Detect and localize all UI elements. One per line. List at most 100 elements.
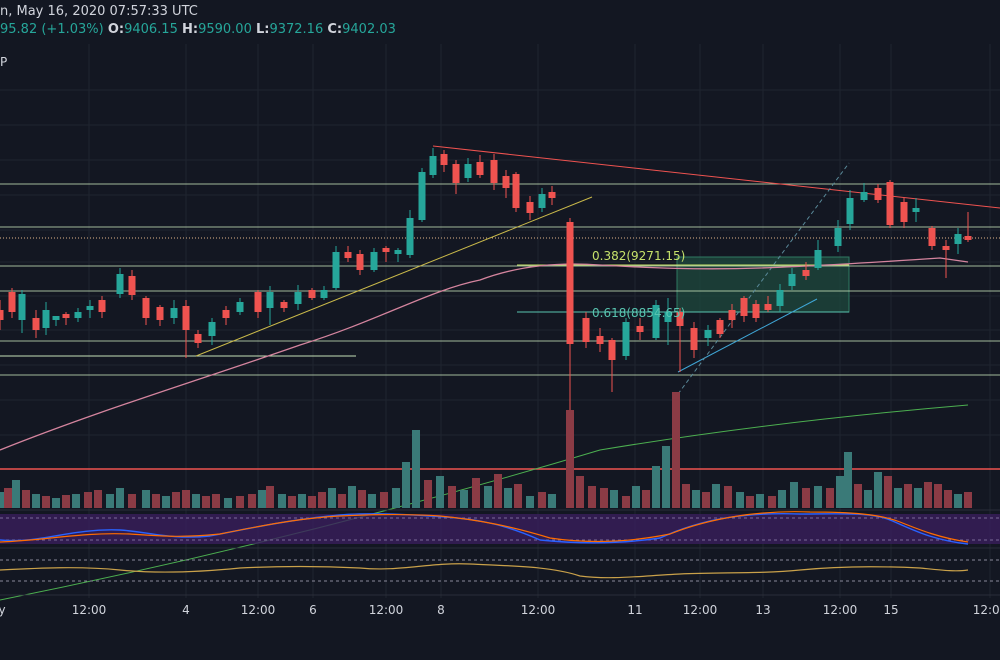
candle-body	[652, 305, 660, 338]
volume-bar	[162, 496, 170, 508]
volume-bar	[610, 490, 618, 508]
volume-bar	[884, 476, 892, 508]
time-axis-label: 12:00	[368, 603, 404, 617]
time-axis-label: 11	[627, 603, 643, 617]
candle-body	[356, 254, 364, 270]
candle-body	[429, 156, 437, 175]
candle-body	[98, 300, 106, 312]
candle-body	[418, 172, 426, 220]
ohlc-values: 95.82 (+1.03%) O:9406.15 H:9590.00 L:937…	[0, 22, 396, 37]
candle-body	[622, 322, 630, 356]
candle-body	[664, 312, 672, 322]
volume-bar	[106, 494, 114, 508]
volume-bar	[494, 474, 502, 508]
candle-body	[332, 252, 340, 288]
low-label: L:	[255, 22, 270, 37]
candle-body	[752, 304, 760, 318]
candle-body	[704, 330, 712, 338]
volume-bar	[600, 488, 608, 508]
volume-bar	[484, 486, 492, 508]
volume-bar	[128, 494, 136, 508]
volume-bar	[914, 488, 922, 508]
candle-body	[222, 310, 230, 318]
time-axis-label: 6	[309, 603, 317, 617]
open-value: 9406.15	[124, 22, 178, 37]
candle-body	[86, 306, 94, 310]
candle-body	[776, 290, 784, 306]
volume-bar	[924, 482, 932, 508]
candle-body	[18, 294, 26, 320]
volume-bar	[802, 488, 810, 508]
fib-0618-label: 0.618(8854.65)	[592, 306, 686, 320]
close-value: 9402.03	[342, 22, 396, 37]
low-value: 9372.16	[269, 22, 324, 37]
ascending-trendline	[677, 298, 818, 373]
candle-body	[156, 307, 164, 320]
volume-bar	[116, 488, 124, 508]
candle-body	[254, 292, 262, 312]
candle-body	[548, 192, 556, 198]
candle-body	[814, 250, 822, 268]
volume-bar	[672, 392, 680, 508]
candle-body	[394, 250, 402, 254]
volume-bar	[224, 498, 232, 508]
candle-body	[538, 194, 546, 208]
candle-body	[308, 290, 316, 298]
projection-line	[677, 162, 850, 395]
stochastic-band	[0, 514, 1000, 544]
price-change: 95.82 (+1.03%)	[0, 22, 104, 37]
time-axis-label: 13	[755, 603, 771, 617]
volume-bar	[436, 476, 444, 508]
high-label: H:	[181, 22, 199, 37]
candle-body	[62, 314, 70, 318]
volume-bar	[514, 484, 522, 508]
volume-bar	[278, 494, 286, 508]
candle-body	[406, 218, 414, 255]
volume-bar	[0, 492, 4, 508]
volume-bar	[692, 490, 700, 508]
candle-body	[582, 318, 590, 342]
volume-bar	[348, 486, 356, 508]
volume-bar	[768, 496, 776, 508]
volume-bar	[298, 494, 306, 508]
volume-bar	[944, 490, 952, 508]
candle-body	[608, 340, 616, 360]
volume-bar	[182, 490, 190, 508]
candle-body	[912, 208, 920, 212]
volume-bar	[894, 488, 902, 508]
fib-0382-label: 0.382(9271.15)	[592, 249, 686, 263]
candle-body	[566, 222, 574, 344]
volume-bar	[412, 430, 420, 508]
volume-bar	[448, 486, 456, 508]
moving-average-pink	[0, 257, 969, 451]
volume-bar	[392, 488, 400, 508]
volume-bar	[566, 410, 574, 508]
volume-bar	[904, 484, 912, 508]
candle-body	[266, 292, 274, 308]
candle-body	[690, 328, 698, 350]
candle-body	[846, 198, 854, 224]
volume-bar	[258, 490, 266, 508]
volume-bar	[42, 496, 50, 508]
candle-body	[116, 274, 124, 294]
volume-bar	[538, 492, 546, 508]
volume-bar	[548, 494, 556, 508]
volume-bar	[460, 490, 468, 508]
candle-body	[382, 248, 390, 252]
volume-bar	[712, 484, 720, 508]
candle-body	[182, 306, 190, 330]
candle-body	[0, 310, 4, 320]
candle-body	[236, 302, 244, 312]
volume-bar	[72, 494, 80, 508]
volume-bar	[22, 490, 30, 508]
candle-body	[636, 326, 644, 332]
candle-body	[170, 308, 178, 318]
volume-bar	[84, 492, 92, 508]
time-axis-label: 12:00	[682, 603, 718, 617]
candle-body	[8, 292, 16, 312]
time-axis-label: 15	[883, 603, 899, 617]
volume-bar	[632, 486, 640, 508]
candle-body	[526, 202, 534, 213]
volume-bar	[328, 488, 336, 508]
